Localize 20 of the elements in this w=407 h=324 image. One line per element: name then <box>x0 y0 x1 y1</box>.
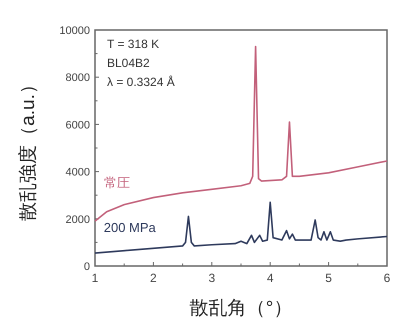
series-label: 常圧 <box>104 174 130 190</box>
y-tick-label: 0 <box>84 261 90 273</box>
y-tick-label: 6000 <box>66 119 90 132</box>
x-tick-label: 5 <box>325 271 332 285</box>
x-tick-label: 4 <box>266 271 274 285</box>
annotation: BL04B2 <box>107 56 150 70</box>
y-tick-label: 10000 <box>59 25 90 37</box>
x-tick-label: 2 <box>150 271 158 285</box>
y-tick-label: 4000 <box>66 166 90 179</box>
x-tick-label: 6 <box>384 271 391 285</box>
line-series <box>94 201 388 254</box>
annotation: T = 318 K <box>107 37 160 51</box>
y-tick-label: 8000 <box>66 72 90 84</box>
y-tick-label: 2000 <box>66 214 90 226</box>
series-label: 200 MPa <box>104 220 157 235</box>
x-tick-label: 3 <box>208 271 216 285</box>
x-tick-label: 1 <box>92 271 99 285</box>
x-axis-title: 散乱角（°） <box>190 298 292 319</box>
y-axis-title: 散乱強度（a.u.） <box>17 75 39 221</box>
annotation: λ = 0.3324 Å <box>107 75 175 89</box>
